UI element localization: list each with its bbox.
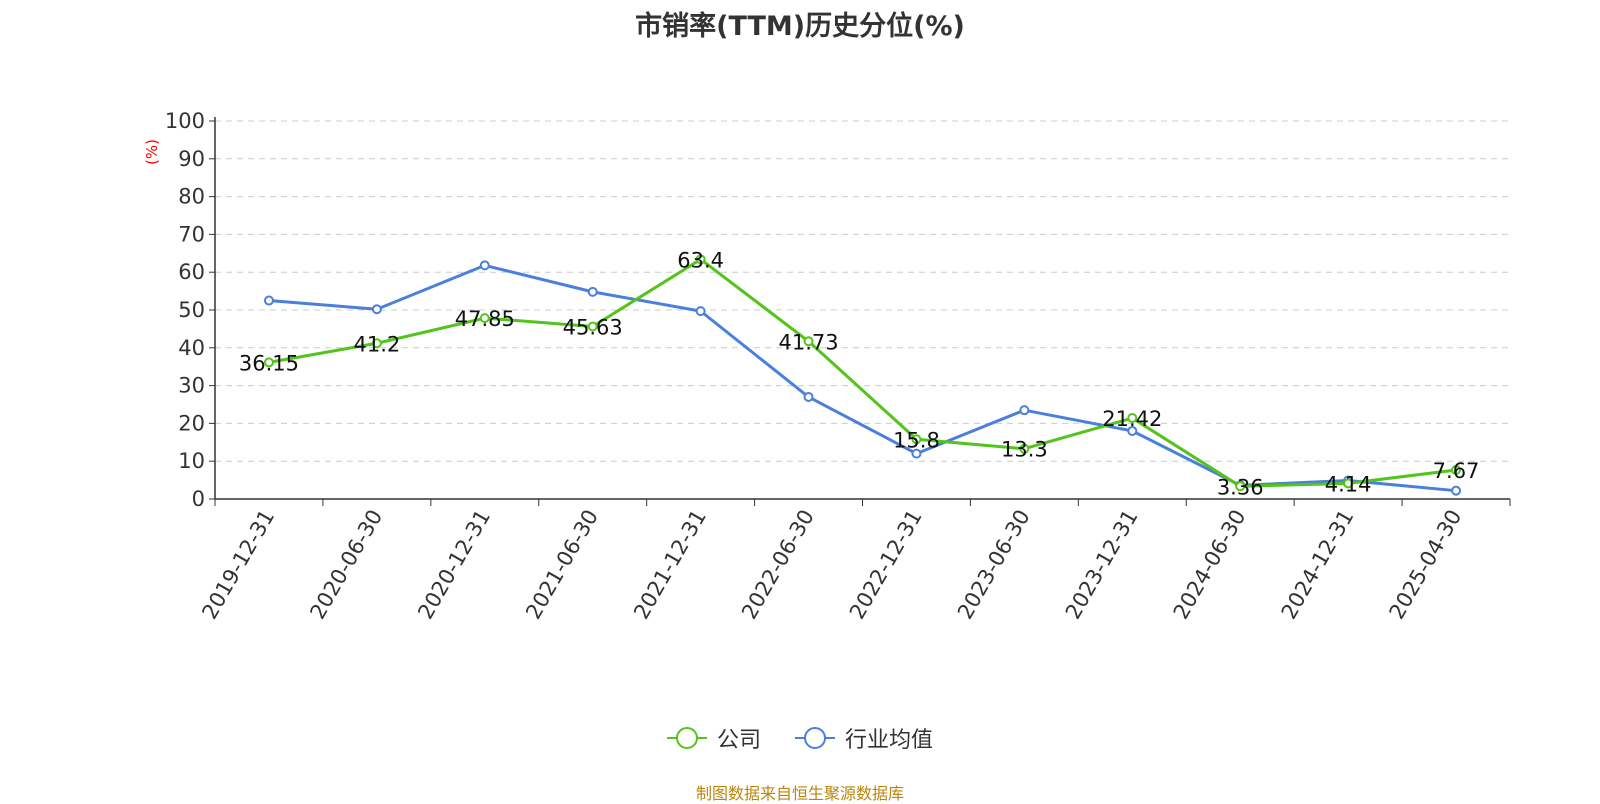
data-label: 15.8 bbox=[893, 428, 940, 452]
data-label: 3.36 bbox=[1217, 475, 1264, 499]
data-point-company bbox=[1235, 481, 1246, 492]
data-point-industry bbox=[371, 304, 382, 315]
data-point-company bbox=[1019, 443, 1030, 454]
y-tick-label: 10 bbox=[178, 449, 205, 473]
series-line-industry bbox=[268, 263, 1457, 493]
y-tick-label: 100 bbox=[165, 109, 205, 133]
data-point-industry bbox=[587, 286, 598, 297]
data-label: 47.85 bbox=[455, 307, 515, 331]
legend-line-circle-icon bbox=[666, 727, 707, 749]
y-tick-labels: 0 10 20 30 40 50 60 70 80 90 100 bbox=[165, 109, 205, 511]
data-point-industry bbox=[1127, 425, 1138, 436]
x-tick-label: 2023-06-30 bbox=[953, 506, 1035, 624]
data-source-note: 制图数据来自恒生聚源数据库 bbox=[695, 784, 904, 803]
data-label: 4.14 bbox=[1325, 472, 1372, 496]
x-tick-label: 2020-06-30 bbox=[305, 506, 387, 624]
data-label: 45.63 bbox=[563, 316, 623, 340]
y-tick-label: 70 bbox=[178, 222, 205, 246]
x-tick-label: 2025-04-30 bbox=[1385, 506, 1467, 624]
line-chart: 0 10 20 30 40 50 60 70 80 90 100 2019-12-31 2020-06… bbox=[143, 109, 1511, 623]
legend-item-company[interactable]: 公司 bbox=[666, 722, 761, 754]
y-tick-label: 30 bbox=[178, 374, 205, 398]
data-point-company bbox=[371, 338, 382, 349]
y-tick-label: 80 bbox=[178, 185, 205, 209]
x-tick-label: 2020-12-31 bbox=[413, 505, 495, 623]
x-tick-label: 2021-06-30 bbox=[521, 506, 603, 624]
y-tick-label: 50 bbox=[178, 298, 205, 322]
data-point-industry bbox=[1451, 485, 1462, 496]
data-label: 21.42 bbox=[1102, 407, 1162, 431]
data-point-industry bbox=[479, 260, 490, 271]
data-labels: 36.15 41.2 47.85 45.63 63.4 41.73 15.8 13.3 21.4… bbox=[239, 248, 1480, 499]
data-point-company bbox=[803, 336, 814, 347]
data-point-company bbox=[479, 313, 490, 324]
y-tick-label: 40 bbox=[178, 336, 205, 360]
data-point-company bbox=[1127, 413, 1138, 424]
data-point-industry bbox=[695, 306, 706, 317]
data-point-industry bbox=[803, 391, 814, 402]
data-label: 36.15 bbox=[239, 351, 299, 375]
axes bbox=[209, 117, 1511, 506]
data-point-company bbox=[1451, 465, 1462, 476]
data-point-company bbox=[695, 254, 706, 265]
legend: 公司 行业均值 bbox=[0, 722, 1600, 754]
data-label: 63.4 bbox=[677, 248, 724, 272]
x-tick-label: 2022-06-30 bbox=[737, 506, 819, 624]
x-tick-label: 2021-12-31 bbox=[629, 506, 711, 624]
data-label: 13.3 bbox=[1001, 438, 1048, 462]
x-tick-label: 2019-12-31 bbox=[197, 506, 279, 624]
data-point-industry bbox=[263, 295, 274, 306]
x-tick-label: 2023-12-31 bbox=[1061, 506, 1143, 624]
y-tick-label: 0 bbox=[192, 487, 205, 511]
data-point-company bbox=[911, 434, 922, 445]
series-points bbox=[263, 254, 1462, 496]
legend-label-industry: 行业均值 bbox=[845, 728, 934, 753]
data-point-company bbox=[587, 321, 598, 332]
x-tick-labels: 2019-12-31 2020-06-30 2020-12-31 2021-06-30… bbox=[197, 505, 1466, 623]
data-point-industry bbox=[1019, 405, 1030, 416]
data-label: 41.73 bbox=[778, 330, 838, 354]
legend-item-industry[interactable]: 行业均值 bbox=[795, 722, 933, 754]
data-point-company bbox=[263, 357, 274, 368]
data-label: 41.2 bbox=[353, 332, 400, 356]
y-axis-label: (%) bbox=[143, 139, 161, 165]
legend-label-company: 公司 bbox=[716, 728, 761, 753]
y-tick-label: 60 bbox=[178, 260, 205, 284]
y-tick-label: 20 bbox=[178, 411, 205, 435]
legend-line-circle-icon bbox=[795, 727, 835, 749]
series-lines bbox=[268, 257, 1457, 493]
x-tick-label: 2024-12-31 bbox=[1277, 506, 1359, 624]
x-tick-label: 2024-06-30 bbox=[1169, 506, 1251, 624]
data-label: 7.67 bbox=[1433, 459, 1480, 483]
grid-lines bbox=[215, 120, 1510, 462]
y-tick-label: 90 bbox=[178, 147, 205, 171]
data-point-industry bbox=[911, 448, 922, 459]
x-tick-label: 2022-12-31 bbox=[845, 505, 927, 623]
chart-title: 市销率(TTM)历史分位(%) bbox=[635, 11, 965, 42]
series-line-company bbox=[268, 257, 1457, 488]
data-point-company bbox=[1343, 478, 1354, 489]
